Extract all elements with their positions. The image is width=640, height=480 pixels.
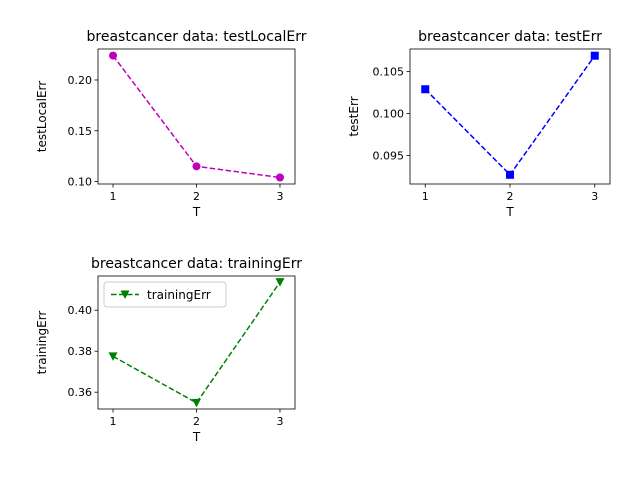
x-tick-label: 1 [110, 190, 117, 203]
data-point [421, 85, 430, 94]
plot-frame [97, 275, 296, 410]
data-point [275, 173, 284, 182]
plot-frame [409, 48, 611, 185]
legend: trainingErr [103, 281, 227, 308]
chart-title: breastcancer data: trainingErr [91, 256, 302, 272]
x-tick-label: 2 [193, 415, 200, 428]
series-line [112, 55, 281, 179]
data-point [590, 51, 599, 60]
y-axis-label: testLocalErr [35, 81, 49, 152]
x-tick-label: 1 [110, 415, 117, 428]
x-tick-label: 2 [193, 190, 200, 203]
plot-frame [97, 48, 296, 185]
y-tick-label: 0.100 [373, 108, 405, 121]
x-tick-label: 3 [591, 190, 598, 203]
chart-panel-1: breastcancer data: testLocalErr 1 2 3 0.10 0.… [35, 29, 307, 219]
chart-title: breastcancer data: testLocalErr [87, 29, 307, 45]
x-axis-label: T [505, 205, 514, 219]
y-tick-label: 0.36 [68, 386, 93, 399]
x-tick-label: 3 [276, 190, 283, 203]
chart-panel-3: breastcancer data: trainingErr 1 2 3 0.36 0.3… [35, 256, 302, 444]
x-tick-label: 1 [422, 190, 429, 203]
y-tick-label: 0.38 [68, 345, 93, 358]
data-point [109, 51, 118, 60]
legend-box [103, 281, 227, 308]
y-tick-label: 0.40 [68, 304, 93, 317]
data-point [192, 398, 201, 408]
x-axis-label: T [192, 430, 201, 444]
y-tick-label: 0.15 [68, 125, 93, 138]
y-axis-label: trainingErr [35, 311, 49, 375]
series-line [424, 55, 596, 176]
y-axis-label: testErr [347, 96, 361, 136]
data-point [192, 162, 201, 171]
data-point [275, 278, 285, 287]
series-line [112, 281, 281, 404]
y-tick-label: 0.095 [373, 149, 405, 162]
legend-label: trainingErr [147, 288, 211, 302]
legend-marker [120, 290, 130, 299]
y-tick-label: 0.20 [68, 74, 93, 87]
chart-title: breastcancer data: testErr [418, 29, 602, 45]
y-tick-label: 0.10 [68, 176, 93, 189]
y-tick-label: 0.105 [373, 66, 405, 79]
x-tick-label: 2 [507, 190, 514, 203]
data-point [506, 170, 514, 179]
data-point [108, 352, 118, 361]
x-axis-label: T [192, 205, 201, 219]
x-tick-label: 3 [276, 415, 283, 428]
chart-panel-2: breastcancer data: testErr 1 2 3 0.095 0.100 0… [347, 29, 611, 219]
